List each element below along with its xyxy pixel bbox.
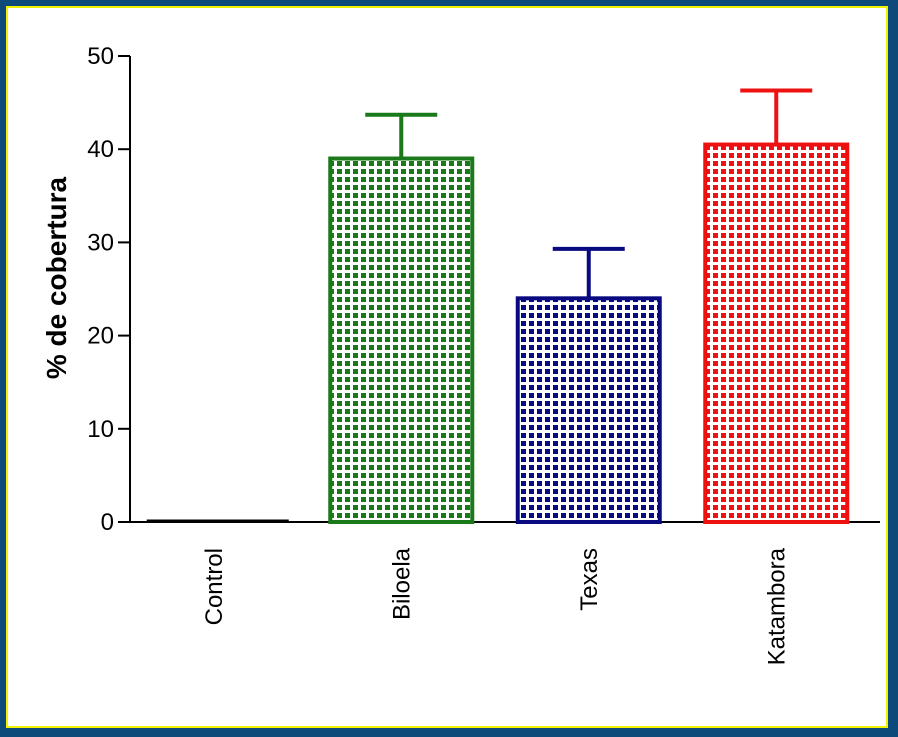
x-label-biloela: Biloela: [388, 547, 415, 620]
y-tick-label-0: 0: [101, 509, 114, 536]
chart-error-bars: [365, 88, 813, 299]
y-tick-labels: 0 10 20 30 40 50: [87, 43, 114, 536]
y-tick-label-20: 20: [87, 323, 114, 350]
y-tick-label-50: 50: [87, 43, 114, 70]
chart-frame: 0 10 20 30 40 50 Control Biloela Texas Katambora…: [6, 6, 888, 728]
y-axis-title: % de cobertura: [41, 176, 72, 379]
bar-chart: 0 10 20 30 40 50 Control Biloela Texas Katambora…: [41, 43, 880, 665]
bar-biloela: [328, 156, 475, 525]
y-tick-label-10: 10: [87, 416, 114, 443]
x-label-katambora: Katambora: [763, 547, 790, 665]
x-label-texas: Texas: [576, 548, 603, 611]
y-tick-label-30: 30: [87, 229, 114, 256]
chart-bars: [146, 142, 850, 525]
x-label-control: Control: [201, 548, 228, 625]
bar-texas: [515, 296, 662, 524]
bar-katambora: [703, 142, 850, 524]
y-tick-label-40: 40: [87, 136, 114, 163]
x-category-labels: Control Biloela Texas Katambora: [201, 547, 791, 665]
